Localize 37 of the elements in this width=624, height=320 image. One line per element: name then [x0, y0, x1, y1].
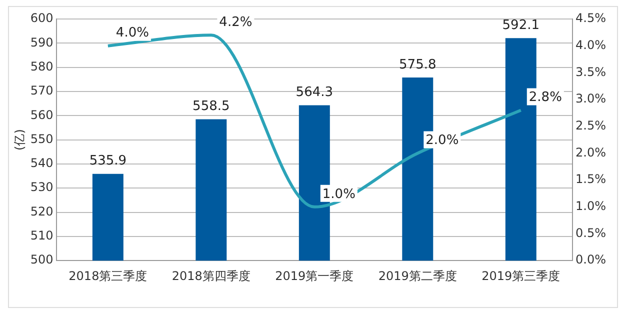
- y-tick-label: 570: [30, 84, 54, 98]
- y-tick-label: 510: [30, 228, 54, 243]
- y-tick-label: 550: [30, 132, 54, 146]
- data-label: 575.8: [399, 57, 436, 72]
- y-tick-label: 590: [30, 35, 54, 50]
- y2-tick-label: 2.5%: [576, 118, 606, 133]
- y2-tick-label: 3.0%: [576, 92, 606, 106]
- y-tick-label: 580: [30, 59, 54, 74]
- y2-tick-label: 1.5%: [576, 172, 606, 186]
- data-label: 558.5: [192, 99, 230, 114]
- data-label: 4.0%: [116, 26, 149, 41]
- data-label: 2.0%: [426, 133, 459, 148]
- data-label: 564.3: [296, 85, 334, 100]
- x-tick-label: 2019第一季度: [275, 268, 354, 283]
- data-label: 1.0%: [322, 186, 356, 202]
- x-tick-label: 2018第三季度: [68, 268, 148, 283]
- y2-tick-label: 1.0%: [576, 199, 606, 214]
- x-tick-label: 2018第四季度: [172, 268, 250, 283]
- data-label: 4.2%: [219, 14, 252, 30]
- y2-tick-label: 4.0%: [576, 38, 606, 52]
- data-label: 535.9: [89, 154, 127, 169]
- x-tick-label: 2019第三季度: [482, 268, 560, 283]
- y2-tick-label: 2.0%: [576, 145, 606, 160]
- y2-tick-label: 3.5%: [576, 64, 606, 79]
- y-axis-title: (亿): [12, 129, 26, 150]
- y-tick-label: 500: [30, 252, 54, 267]
- y2-tick-label: 0.5%: [576, 226, 606, 240]
- y-tick-label: 540: [30, 156, 54, 170]
- x-tick-label: 2019第二季度: [378, 268, 457, 283]
- y2-tick-label: 0.0%: [576, 252, 606, 267]
- y-tick-label: 530: [30, 180, 54, 194]
- data-label: 2.8%: [528, 90, 562, 106]
- y2-tick-label: 4.5%: [576, 11, 606, 26]
- y-tick-label: 560: [30, 108, 54, 122]
- y-tick-label: 600: [30, 11, 54, 26]
- data-label: 592.1: [502, 18, 540, 33]
- y-tick-label: 520: [30, 204, 54, 218]
